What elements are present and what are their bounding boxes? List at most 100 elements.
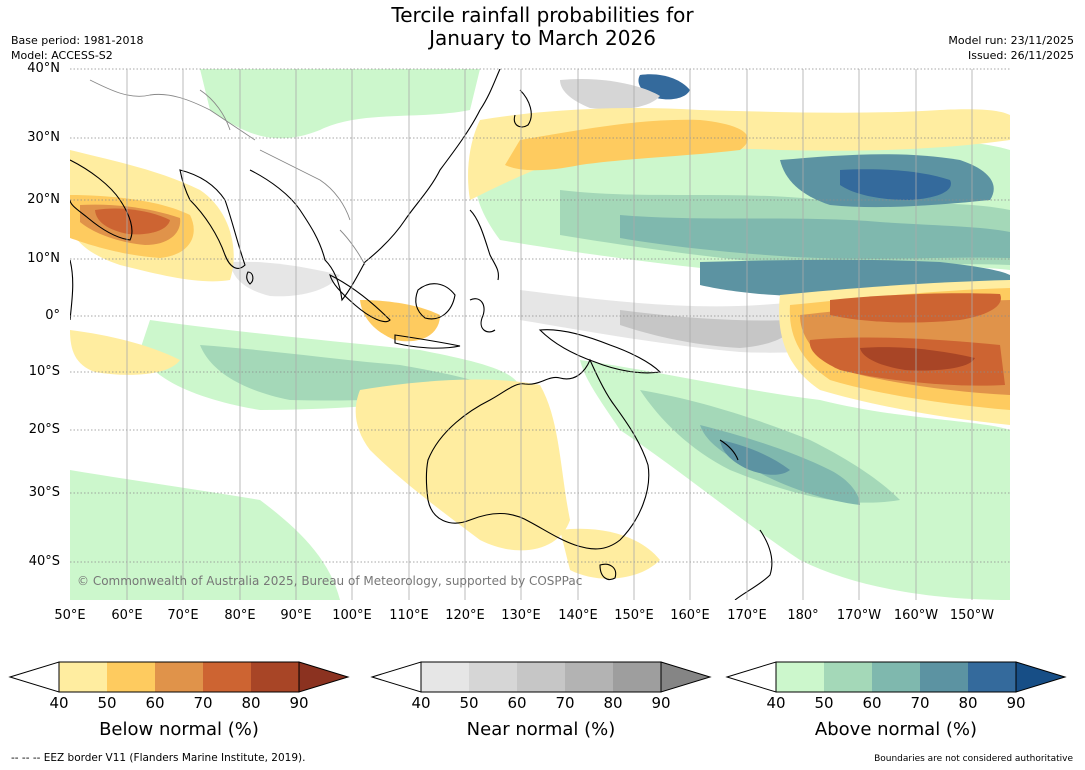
lat-label: 40°S <box>28 554 60 569</box>
philippines-coastline <box>469 209 499 281</box>
colorbar-swatch <box>251 662 299 692</box>
sulawesi-coastline <box>469 298 496 333</box>
lat-label: 30°N <box>27 130 60 145</box>
colorbar-tick: 40 <box>49 694 69 712</box>
lon-label: 50°E <box>54 608 86 623</box>
colorbars <box>8 661 1067 693</box>
near-normal-region-equator-west <box>230 261 340 297</box>
above-normal-region-blue-coral <box>720 440 790 475</box>
lat-label: 10°S <box>28 364 60 379</box>
colorbar-tick: 90 <box>1006 694 1026 712</box>
lon-label: 140°E <box>558 608 598 623</box>
colorbar-tick: 90 <box>289 694 309 712</box>
colorbar-swatch <box>824 662 872 692</box>
colorbar-tick: 50 <box>459 694 479 712</box>
above-normal-region-teal-band <box>620 215 1010 259</box>
colorbar-end <box>660 661 712 693</box>
colorbar-swatch <box>421 662 469 692</box>
colorbar-tick: 80 <box>958 694 978 712</box>
colorbar-above-normal <box>725 661 1067 693</box>
new-zealand-coastline <box>734 529 773 600</box>
below-normal-region-brown-east <box>860 347 975 371</box>
above-normal-region-north-west <box>200 69 480 139</box>
lon-label: 70°E <box>167 608 199 623</box>
tercile-rainfall-map <box>70 68 1010 600</box>
sri-lanka-coastline <box>246 271 254 285</box>
colorbar-label-near: Near normal (%) <box>466 719 616 740</box>
lat-label: 40°N <box>27 61 60 76</box>
below-normal-region-southwest <box>70 330 180 375</box>
colorbar-label-above: Above normal (%) <box>814 719 978 740</box>
colorbar-near-normal <box>370 661 712 693</box>
above-normal-region-deep-blue <box>840 169 951 200</box>
colorbar-below-normal <box>8 661 350 693</box>
lon-label: 160°E <box>670 608 710 623</box>
colorbar-tick: 70 <box>555 694 575 712</box>
colorbar-tick: 50 <box>814 694 834 712</box>
below-normal-region-light-south <box>560 528 660 579</box>
lat-label: 10°N <box>27 251 60 266</box>
colorbar-swatch <box>155 662 203 692</box>
lon-gridlines <box>126 69 973 600</box>
lon-label: 120°E <box>445 608 485 623</box>
base-period: Base period: 1981-2018 <box>11 34 144 47</box>
lon-label: 100°E <box>332 608 372 623</box>
lat-label: 30°S <box>28 485 60 500</box>
colorbar-tick: 40 <box>411 694 431 712</box>
copyright-notice: © Commonwealth of Australia 2025, Bureau… <box>77 574 583 588</box>
sumatra-coastline <box>329 273 391 323</box>
lon-label: 90°E <box>280 608 312 623</box>
colorbar-swatch <box>872 662 920 692</box>
lon-label: 150°E <box>614 608 654 623</box>
model-name: Model: ACCESS-S2 <box>11 49 113 62</box>
title-line-1: Tercile rainfall probabilities for <box>391 3 694 27</box>
colorbar-tick: 60 <box>145 694 165 712</box>
colorbar-tick: 80 <box>603 694 623 712</box>
country-borders <box>89 79 366 266</box>
lon-label: 80°E <box>224 608 256 623</box>
colorbar-tick: 70 <box>910 694 930 712</box>
colorbar-swatch <box>517 662 565 692</box>
below-normal-region-red-arabia <box>95 208 170 235</box>
eez-border-note: -- -- -- EEZ border V11 (Flanders Marine… <box>11 752 306 764</box>
colorbar-tick: 70 <box>193 694 213 712</box>
japan-coastline <box>513 89 532 128</box>
colorbar-tick: 90 <box>651 694 671 712</box>
lon-label: 170°E <box>727 608 767 623</box>
colorbar-swatch <box>203 662 251 692</box>
lon-label: 170°W <box>836 608 882 623</box>
near-normal-region-central <box>620 310 793 348</box>
above-normal-region-south-indian <box>70 470 340 600</box>
colorbar-tick: 80 <box>241 694 261 712</box>
lon-label: 150°W <box>949 608 995 623</box>
africa-coastline <box>70 259 74 321</box>
colorbar-tick: 40 <box>766 694 786 712</box>
lon-label: 180° <box>787 608 819 623</box>
lat-label: 0° <box>45 308 60 323</box>
new-guinea-coastline <box>538 329 662 374</box>
coastlines <box>70 69 773 600</box>
map-title: Tercile rainfall probabilities for Janua… <box>0 4 1085 50</box>
colorbar-swatch <box>613 662 661 692</box>
colorbar-swatch <box>776 662 824 692</box>
model-run: Model run: 23/11/2025 <box>948 34 1074 47</box>
below-normal-region-red-east-upper <box>830 293 1001 323</box>
colorbar-end <box>1015 661 1067 693</box>
colorbar-label-below: Below normal (%) <box>99 719 259 740</box>
colorbar-tick: 60 <box>507 694 527 712</box>
lat-gridlines <box>70 68 1010 563</box>
colorbar-swatch <box>107 662 155 692</box>
india-coastline <box>179 169 246 269</box>
borneo-coastline <box>415 283 456 320</box>
new-caledonia-coastline <box>719 439 739 461</box>
colorbar-tick: 50 <box>97 694 117 712</box>
meta-left: Base period: 1981-2018 Model: ACCESS-S2 <box>11 33 143 63</box>
colorbar-swatch <box>469 662 517 692</box>
colorbar-swatch <box>565 662 613 692</box>
colorbar-swatch <box>59 662 107 692</box>
arabia-coastline <box>70 159 133 241</box>
tasmania-coastline <box>599 563 617 581</box>
issued-date: Issued: 26/11/2025 <box>967 49 1074 62</box>
lon-label: 160°W <box>893 608 939 623</box>
lat-label: 20°S <box>28 422 60 437</box>
